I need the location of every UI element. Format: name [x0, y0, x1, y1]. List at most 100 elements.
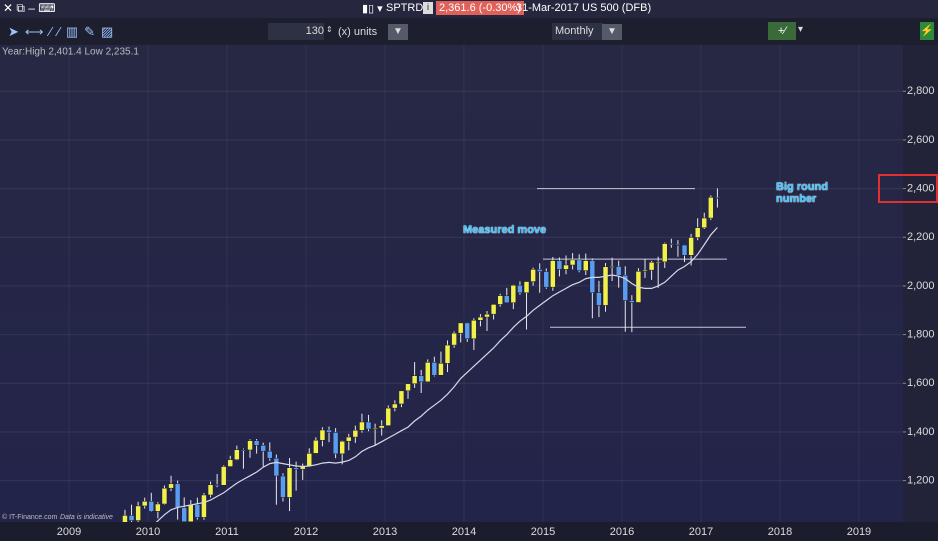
candle-body	[602, 266, 609, 306]
candle-body	[668, 243, 675, 245]
x-tick-label: 2011	[215, 526, 239, 538]
candle-body	[523, 281, 530, 293]
toolbar: ➤⟷⁄⁄▥✎▨ 130 ⇕ (x) units ▼ Monthly ▼ +⁄ ▾…	[0, 18, 938, 45]
y-tick-label: 1,800	[907, 329, 935, 341]
candle-body	[135, 505, 141, 521]
candle-body	[457, 322, 464, 334]
candle-body	[247, 440, 253, 451]
candle-body	[365, 421, 372, 430]
x-tick-label: 2010	[136, 526, 160, 538]
annotation: Big round number	[776, 181, 828, 205]
units-label: (x) units	[338, 26, 378, 38]
x-tick-label: 2018	[768, 526, 792, 538]
candle-body	[681, 244, 688, 256]
candle-body	[240, 449, 247, 451]
settings-button[interactable]: ⚡	[920, 22, 934, 40]
candle-body	[451, 332, 457, 346]
x-tick-label: 2012	[294, 526, 318, 538]
window-controls[interactable]: ✕ ⧉ – ⌨	[3, 1, 56, 15]
candle-body	[214, 484, 220, 487]
y-tick-label: 2,400	[907, 182, 935, 194]
instrument-info: 31-Mar-2017 US 500 (DFB)	[516, 2, 652, 14]
period-select[interactable]: Monthly	[552, 23, 603, 40]
candle-body	[497, 295, 503, 305]
candle-body	[207, 484, 214, 496]
candle-body	[326, 429, 332, 433]
units-dropdown[interactable]: ▼	[388, 24, 408, 40]
candle-body	[267, 450, 273, 459]
period: Monthly	[555, 25, 594, 37]
y-axis-area	[903, 45, 938, 522]
candle-body	[352, 430, 359, 438]
candle-body	[332, 432, 339, 455]
candle-body	[510, 284, 517, 303]
y-tick-label: 2,800	[907, 85, 935, 97]
candle-body	[122, 515, 128, 522]
x-axis-area	[0, 522, 938, 541]
candle-body	[220, 466, 227, 486]
x-tick-label: 2015	[531, 526, 555, 538]
candle-body	[517, 284, 523, 293]
candle-body	[260, 445, 266, 452]
candle-body	[227, 459, 234, 467]
candle-body	[313, 439, 319, 454]
indicator-button[interactable]: +⁄	[768, 22, 796, 40]
symbol-icon[interactable]: ▮▯ ▾	[362, 3, 383, 15]
candle-body	[141, 501, 148, 507]
candle-body	[701, 217, 708, 229]
indicator-dropdown[interactable]: ▾	[798, 24, 804, 35]
candle-body	[655, 261, 661, 264]
plot-area	[0, 45, 903, 522]
title-bar: ✕ ⧉ – ⌨ ▮▯ ▾ SPTRD i 2,361.6 (-0.30%) 31…	[0, 0, 938, 18]
y-tick-label: 1,200	[907, 475, 935, 487]
candle-body	[359, 421, 365, 431]
candle-body	[168, 483, 174, 489]
candle-body	[550, 260, 556, 288]
y-tick-label: 2,200	[907, 231, 935, 243]
candle-body	[714, 197, 721, 199]
x-tick-label: 2017	[689, 526, 713, 538]
candle-body	[556, 260, 563, 270]
drawing-tools[interactable]: ➤⟷⁄⁄▥✎▨	[8, 24, 120, 39]
candle-body	[530, 269, 536, 282]
units-spinner[interactable]: ⇕	[326, 25, 333, 34]
subtitle: Year:High 2,401.4 Low 2,235.1	[2, 47, 139, 58]
y-tick-label: 1,600	[907, 377, 935, 389]
candle-body	[306, 453, 313, 467]
candle-body	[615, 266, 622, 276]
candle-body	[234, 449, 240, 460]
units-value: 130	[305, 25, 324, 37]
candle-body	[148, 501, 155, 512]
candle-body	[576, 259, 582, 271]
note: Data is indicative	[60, 514, 113, 521]
candle-body	[286, 467, 293, 498]
x-tick-label: 2019	[847, 526, 871, 538]
candle-body	[128, 515, 135, 521]
info-icon[interactable]: i	[423, 2, 433, 14]
candle-body	[431, 362, 438, 376]
candle-body	[642, 269, 648, 272]
candle-body	[188, 504, 194, 522]
x-tick-label: 2013	[373, 526, 397, 538]
symbol[interactable]: SPTRD	[386, 2, 424, 14]
candle-body	[253, 440, 260, 446]
period-dropdown[interactable]: ▼	[602, 24, 622, 40]
candle-body	[596, 292, 602, 306]
candle-body	[444, 344, 451, 364]
candle-body	[405, 383, 411, 392]
candle-body	[543, 271, 550, 288]
candle-body	[438, 363, 444, 376]
chart: 1,200 1,400 1,600 1,800 2,000 2,200 2,400 2,600…	[0, 45, 938, 541]
candle-body	[504, 295, 510, 303]
credit: © IT-Finance.com	[2, 513, 58, 521]
moving-average	[155, 227, 718, 522]
candle-body	[688, 237, 694, 256]
candle-body	[563, 264, 569, 270]
candle-body	[273, 457, 280, 477]
units-input[interactable]: 130	[268, 23, 324, 40]
candle-body	[648, 262, 655, 271]
price: 2,361.6 (-0.30%)	[436, 1, 524, 15]
candle-body	[675, 244, 681, 246]
candle-body	[155, 503, 161, 512]
